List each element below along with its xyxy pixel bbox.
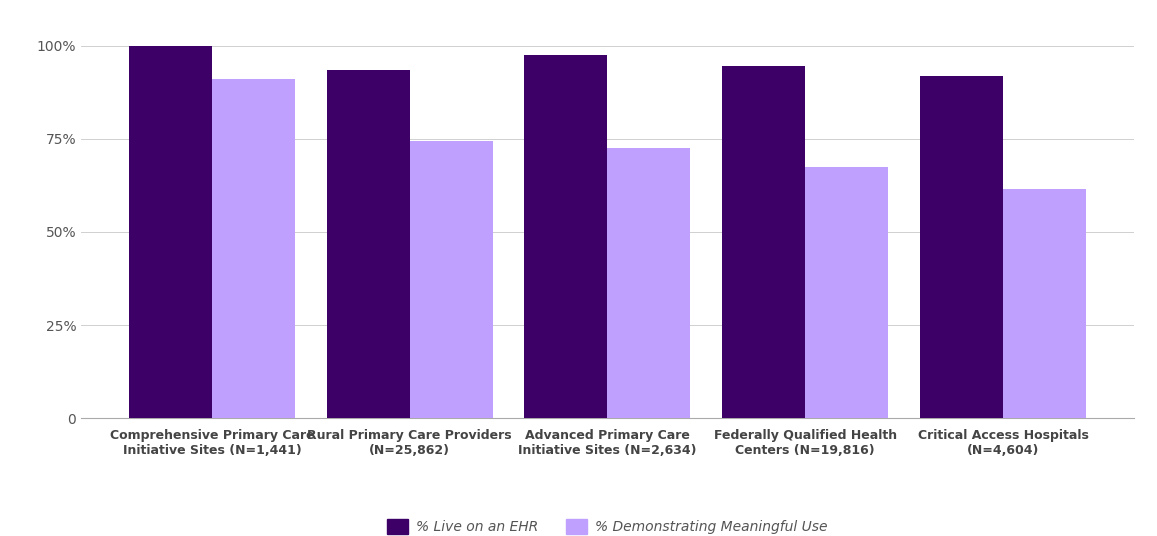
- Bar: [524, 55, 607, 418]
- Bar: [326, 70, 410, 418]
- Bar: [805, 167, 889, 418]
- Legend: % Live on an EHR, % Demonstrating Meaningful Use: % Live on an EHR, % Demonstrating Meanin…: [382, 514, 833, 536]
- Bar: [920, 76, 1003, 418]
- Bar: [410, 141, 493, 418]
- Bar: [1003, 189, 1086, 418]
- Bar: [722, 66, 805, 418]
- Bar: [128, 46, 212, 418]
- Bar: [212, 79, 295, 418]
- Bar: [607, 148, 691, 418]
